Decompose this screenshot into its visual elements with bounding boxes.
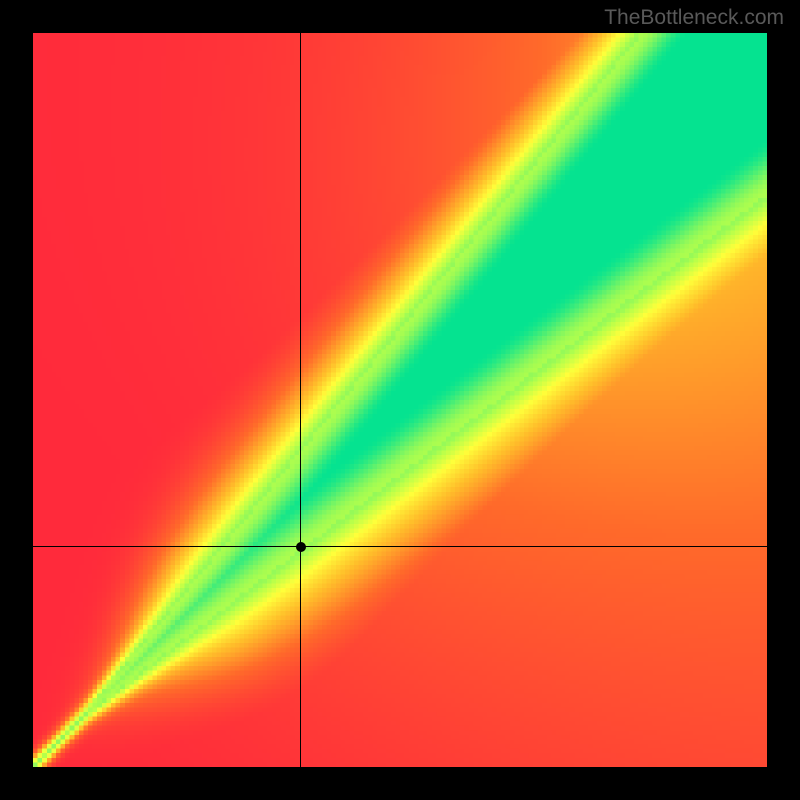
source-watermark: TheBottleneck.com: [604, 6, 784, 30]
crosshair-marker-dot: [296, 542, 306, 552]
heatmap-plot-area: [33, 33, 767, 767]
crosshair-vertical: [300, 33, 301, 767]
heatmap-canvas: [33, 33, 767, 767]
crosshair-horizontal: [33, 546, 767, 547]
